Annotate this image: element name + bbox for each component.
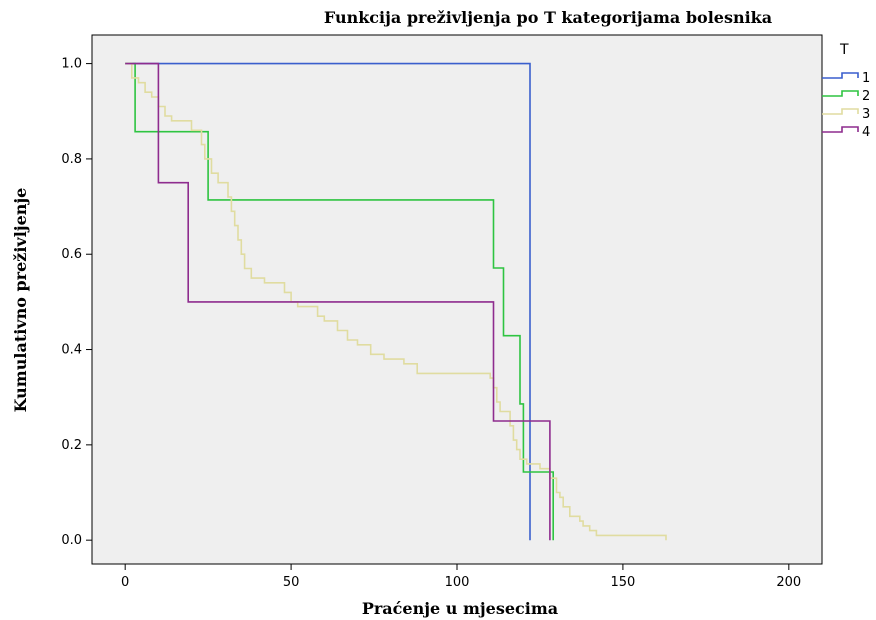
legend-label-4: 4 [862,125,870,140]
y-tick-label: 0.2 [61,438,82,453]
series-line-1 [125,62,531,541]
y-tick-label: 0.8 [61,152,82,167]
y-tick-label: 0.0 [61,533,82,548]
y-tick-label: 0.6 [61,247,82,262]
legend-swatch-3 [822,108,859,115]
x-tick-label: 50 [283,575,300,590]
legend-label-1: 1 [862,71,870,86]
legend-title: T [839,42,849,58]
legend-swatch-4 [822,126,859,133]
x-tick-label: 150 [610,575,635,590]
y-axis-title: Kumulativno preživljenje [11,188,30,413]
legend-label-3: 3 [862,107,870,122]
x-axis-title: Praćenje u mjesecima [362,599,558,618]
x-tick-label: 100 [445,575,470,590]
series-layer [125,62,667,541]
y-tick-label: 1.0 [61,57,82,72]
series-line-2 [125,62,555,541]
legend-swatch-2 [822,90,859,97]
axes: 0 50 100 150 200 0.0 0.2 0.4 0.6 0.8 1.0 [61,57,801,590]
x-tick-label: 0 [121,575,129,590]
series-line-3 [125,62,667,541]
y-tick-label: 0.4 [61,343,82,358]
x-tick-label: 200 [776,575,801,590]
series-line-4 [125,62,551,541]
plot-area [91,34,823,565]
legend: 1 2 3 4 [822,71,870,140]
legend-swatch-1 [822,72,859,79]
legend-label-2: 2 [862,89,870,104]
chart-title: Funkcija preživljenja po T kategorijama … [324,8,772,27]
